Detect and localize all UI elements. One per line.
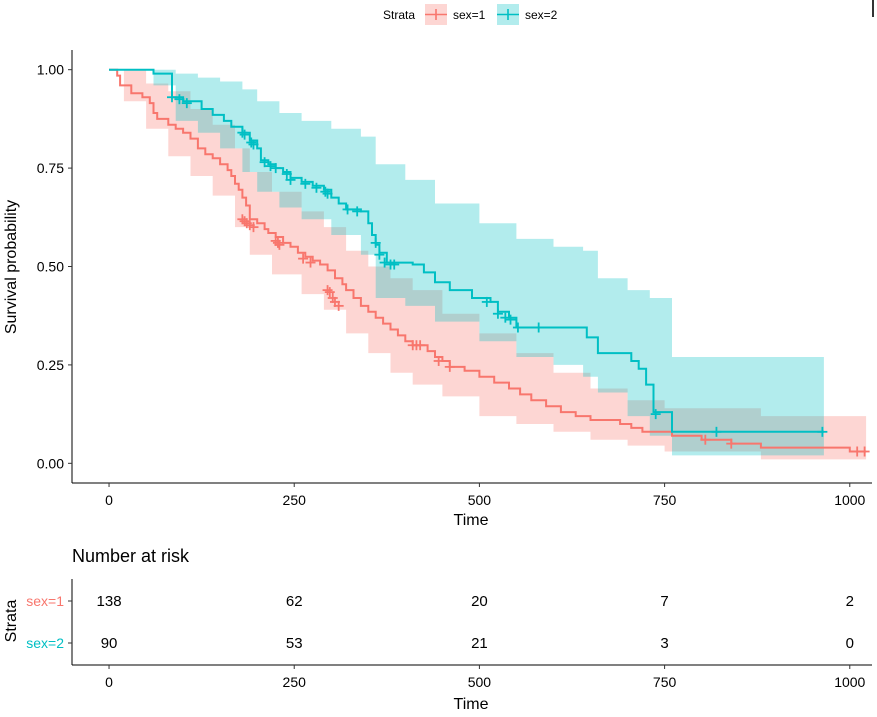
censor-mark-series-2 [342, 204, 353, 215]
risk-x-tick-label: 1000 [834, 674, 865, 690]
censor-mark-series-2 [512, 322, 523, 333]
risk-count: 20 [471, 593, 488, 610]
y-tick-label: 0.00 [37, 455, 64, 471]
risk-table-title: Number at risk [72, 546, 190, 566]
censor-mark-series-2 [239, 129, 250, 140]
censor-mark-series-2 [320, 186, 331, 197]
risk-count: 0 [846, 635, 854, 652]
censor-mark-series-1 [333, 300, 344, 311]
risk-count: 90 [101, 635, 118, 652]
risk-count: 2 [846, 593, 854, 610]
censor-mark-series-2 [181, 98, 192, 109]
risk-rows: sex=1 138 62 20 7 2 sex=2 90 53 21 3 0 [26, 593, 854, 652]
risk-count: 53 [286, 635, 303, 652]
survival-line-series-1 [109, 68, 867, 453]
y-ticks: 0.00 0.25 0.50 0.75 1.00 [37, 62, 72, 471]
y-tick-label: 0.50 [37, 259, 64, 275]
censor-mark-series-1 [239, 216, 250, 227]
censor-mark-series-1 [726, 438, 737, 449]
legend-title: Strata [383, 8, 415, 22]
censor-mark-series-2 [167, 92, 177, 103]
risk-row-label: sex=1 [26, 593, 64, 609]
x-tick-label: 250 [283, 492, 307, 508]
risk-count: 138 [97, 593, 122, 610]
risk-row-label: sex=2 [26, 635, 64, 651]
ci-band-series-2 [109, 69, 824, 456]
censor-mark-series-2 [374, 249, 385, 260]
censor-mark-series-2 [370, 237, 381, 248]
x-ticks: 0 250 500 750 1000 [105, 483, 866, 508]
censor-mark-series-1 [272, 237, 283, 248]
censor-mark-series-1 [700, 434, 711, 445]
censor-mark-series-2 [389, 259, 400, 270]
risk-table: Number at risk Strata Time sex=1 138 62 20 7… [3, 546, 872, 713]
censor-mark-series-2 [817, 426, 828, 437]
survival-curves [109, 68, 867, 453]
survival-line-series-2 [109, 68, 824, 433]
risk-x-tick-label: 750 [653, 674, 677, 690]
censor-mark-series-2 [248, 139, 259, 150]
censor-mark-series-2 [281, 168, 292, 179]
x-tick-label: 500 [468, 492, 492, 508]
risk-x-tick-label: 250 [283, 674, 307, 690]
censor-mark-series-1 [859, 446, 870, 457]
censor-mark-series-2 [237, 127, 248, 138]
x-axis-label: Time [454, 512, 489, 529]
risk-count: 62 [286, 593, 303, 610]
censor-mark-series-1 [248, 222, 259, 233]
y-tick-label: 0.25 [37, 357, 64, 373]
legend-label-sex1: sex=1 [453, 8, 486, 22]
censor-mark-series-2 [505, 314, 516, 325]
censor-mark-series-2 [259, 157, 270, 168]
censor-mark-series-2 [352, 206, 363, 217]
censor-mark-series-1 [298, 253, 309, 264]
censor-mark-series-1 [322, 285, 333, 296]
risk-x-tick-label: 0 [105, 674, 113, 690]
censor-mark-series-1 [305, 257, 316, 268]
censor-mark-series-2 [311, 182, 322, 193]
censor-mark-series-2 [174, 94, 185, 105]
censor-mark-series-2 [270, 163, 281, 174]
y-tick-label: 1.00 [37, 62, 64, 78]
censor-mark-series-2 [265, 161, 276, 172]
risk-count: 21 [471, 635, 488, 652]
censor-mark-series-2 [379, 257, 390, 268]
censor-mark-series-2 [711, 426, 722, 437]
censor-mark-series-2 [246, 137, 257, 148]
censor-mark-series-2 [492, 308, 503, 319]
legend-label-sex2: sex=2 [525, 8, 558, 22]
censor-mark-series-2 [500, 312, 511, 323]
risk-count: 3 [660, 635, 668, 652]
ci-band-series-1 [109, 69, 867, 460]
x-tick-label: 0 [105, 492, 113, 508]
censor-mark-series-2 [650, 409, 661, 420]
censor-mark-series-2 [300, 178, 311, 189]
censor-mark-series-2 [481, 296, 492, 307]
risk-y-axis-label: Strata [3, 600, 20, 643]
confidence-bands [109, 69, 867, 460]
x-tick-label: 1000 [834, 492, 865, 508]
censor-mark-series-1 [444, 361, 455, 372]
censor-mark-series-2 [285, 174, 296, 185]
legend: Strata sex=1 sex=2 [383, 4, 558, 25]
risk-x-axis-label: Time [454, 696, 489, 713]
censor-marks [167, 92, 870, 457]
y-tick-label: 0.75 [37, 160, 64, 176]
censor-mark-series-1 [324, 287, 335, 298]
censor-mark-series-2 [322, 188, 333, 199]
censor-mark-series-1 [433, 355, 444, 366]
censor-mark-series-1 [274, 239, 285, 250]
risk-x-ticks: 0 250 500 750 1000 [105, 665, 866, 690]
censor-mark-series-1 [415, 340, 426, 351]
risk-count: 7 [660, 593, 668, 610]
x-tick-label: 750 [653, 492, 677, 508]
censor-mark-series-2 [533, 322, 544, 333]
y-axis-label: Survival probability [3, 200, 20, 334]
risk-x-tick-label: 500 [468, 674, 492, 690]
